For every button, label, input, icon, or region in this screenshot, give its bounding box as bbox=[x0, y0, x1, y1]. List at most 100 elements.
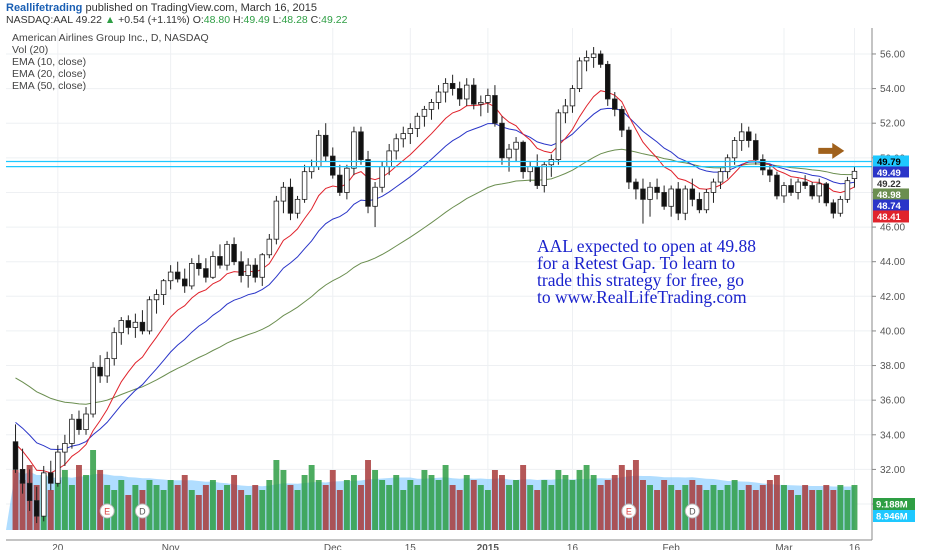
volume-bar bbox=[816, 490, 823, 530]
x-tick-label: Nov bbox=[162, 543, 180, 550]
candle-body bbox=[492, 95, 498, 124]
price-label-box bbox=[873, 199, 909, 212]
y-tick-label: 44.00 bbox=[880, 257, 905, 268]
volume-bar bbox=[823, 485, 830, 530]
price-label-box bbox=[873, 188, 909, 201]
y-tick-label: 32.00 bbox=[880, 465, 905, 476]
price-label: 48.98 bbox=[877, 190, 901, 201]
candle-body bbox=[118, 320, 125, 334]
legend-ema50: EMA (50, close) bbox=[12, 80, 87, 92]
volume-bar bbox=[393, 475, 400, 530]
volume-bar bbox=[407, 480, 414, 530]
volume-bar bbox=[252, 485, 259, 530]
volume-bar bbox=[802, 485, 809, 530]
candle-body bbox=[167, 271, 174, 282]
candle-body bbox=[569, 88, 576, 107]
volume-bar bbox=[569, 480, 576, 530]
earnings-marker: E bbox=[626, 507, 632, 517]
volume-bar bbox=[745, 485, 752, 530]
event-marker-circle bbox=[134, 503, 150, 519]
volume-bar bbox=[499, 475, 505, 530]
volume-bar bbox=[421, 470, 428, 530]
candle-body bbox=[252, 264, 258, 278]
y-tick-label: 36.00 bbox=[880, 396, 905, 407]
ema20-line bbox=[15, 107, 855, 451]
low-value: 48.28 bbox=[281, 14, 308, 26]
volume-bar bbox=[752, 490, 759, 530]
volume-bar bbox=[795, 495, 802, 530]
volume-bar bbox=[118, 480, 125, 530]
volume-bar bbox=[61, 470, 68, 530]
candle-body bbox=[139, 321, 146, 332]
ema50-line bbox=[15, 148, 855, 405]
volume-bar bbox=[76, 465, 82, 530]
candle-body bbox=[19, 469, 26, 484]
candle-body bbox=[604, 63, 611, 100]
candle-body bbox=[463, 84, 470, 100]
volume-bar bbox=[738, 490, 745, 530]
volume-bar bbox=[146, 480, 153, 530]
candle-body bbox=[280, 186, 287, 202]
candle-body bbox=[731, 140, 738, 159]
volume-bar bbox=[548, 485, 555, 530]
chart-header: Reallifetrading published on TradingView… bbox=[0, 0, 932, 28]
candle-body bbox=[647, 186, 653, 200]
volume-bar bbox=[386, 485, 393, 530]
annotation-line-4: to www.RealLifeTrading.com bbox=[537, 287, 747, 307]
volume-bar bbox=[527, 485, 534, 530]
candle-body bbox=[534, 166, 540, 186]
x-tick-label: Dec bbox=[324, 543, 342, 550]
volume-bar bbox=[696, 485, 703, 530]
volume-bar bbox=[259, 490, 266, 530]
y-tick-label: 52.00 bbox=[880, 119, 905, 130]
candle-body bbox=[710, 181, 717, 193]
candle-body bbox=[760, 159, 766, 171]
volume-bar bbox=[491, 470, 498, 530]
volume-bar bbox=[647, 485, 653, 530]
volume-bar bbox=[703, 490, 710, 530]
author-link[interactable]: Reallifetrading bbox=[6, 2, 83, 14]
candle-body bbox=[351, 131, 357, 169]
volume-bar bbox=[534, 490, 541, 530]
candle-body bbox=[160, 280, 167, 295]
event-marker-circle bbox=[684, 503, 700, 519]
high-label: H: bbox=[233, 14, 244, 26]
volume-bar bbox=[710, 485, 717, 530]
x-tick-label: Feb bbox=[663, 543, 681, 550]
volume-layer bbox=[6, 450, 858, 530]
arrow-icon bbox=[818, 142, 845, 159]
dividend-marker: D bbox=[139, 507, 146, 517]
volume-label: 9.188M bbox=[876, 500, 908, 511]
candle-body bbox=[830, 202, 837, 214]
candle-body bbox=[682, 188, 689, 214]
volume-bar bbox=[449, 485, 456, 530]
candle-body bbox=[541, 164, 548, 186]
candle-body bbox=[802, 181, 808, 186]
volume-bar bbox=[555, 470, 562, 530]
annotation-line-2: for a Retest Gap. To learn to bbox=[537, 253, 736, 273]
legend-ema20: EMA (20, close) bbox=[12, 68, 87, 80]
volume-bar bbox=[597, 485, 604, 530]
volume-bar bbox=[132, 485, 139, 530]
candle-body bbox=[703, 192, 710, 211]
volume-label: 8.946M bbox=[876, 512, 908, 523]
volume-bar bbox=[47, 490, 54, 530]
candle-body bbox=[837, 198, 844, 214]
candle-body bbox=[442, 82, 449, 93]
volume-bar bbox=[618, 465, 625, 530]
volume-bar bbox=[668, 485, 675, 530]
candle-body bbox=[738, 131, 745, 141]
price-label-box bbox=[873, 210, 909, 223]
candle-body bbox=[393, 138, 399, 152]
volume-bar bbox=[217, 490, 223, 530]
volume-bar bbox=[365, 460, 371, 530]
last-price: 49.22 bbox=[75, 14, 102, 26]
candle-body bbox=[689, 188, 696, 200]
candle-body bbox=[153, 294, 160, 301]
candle-body bbox=[330, 155, 336, 176]
volume-bar bbox=[590, 475, 597, 530]
volume-bar bbox=[400, 490, 407, 530]
candle-body bbox=[55, 451, 61, 484]
candle-body bbox=[506, 148, 512, 159]
